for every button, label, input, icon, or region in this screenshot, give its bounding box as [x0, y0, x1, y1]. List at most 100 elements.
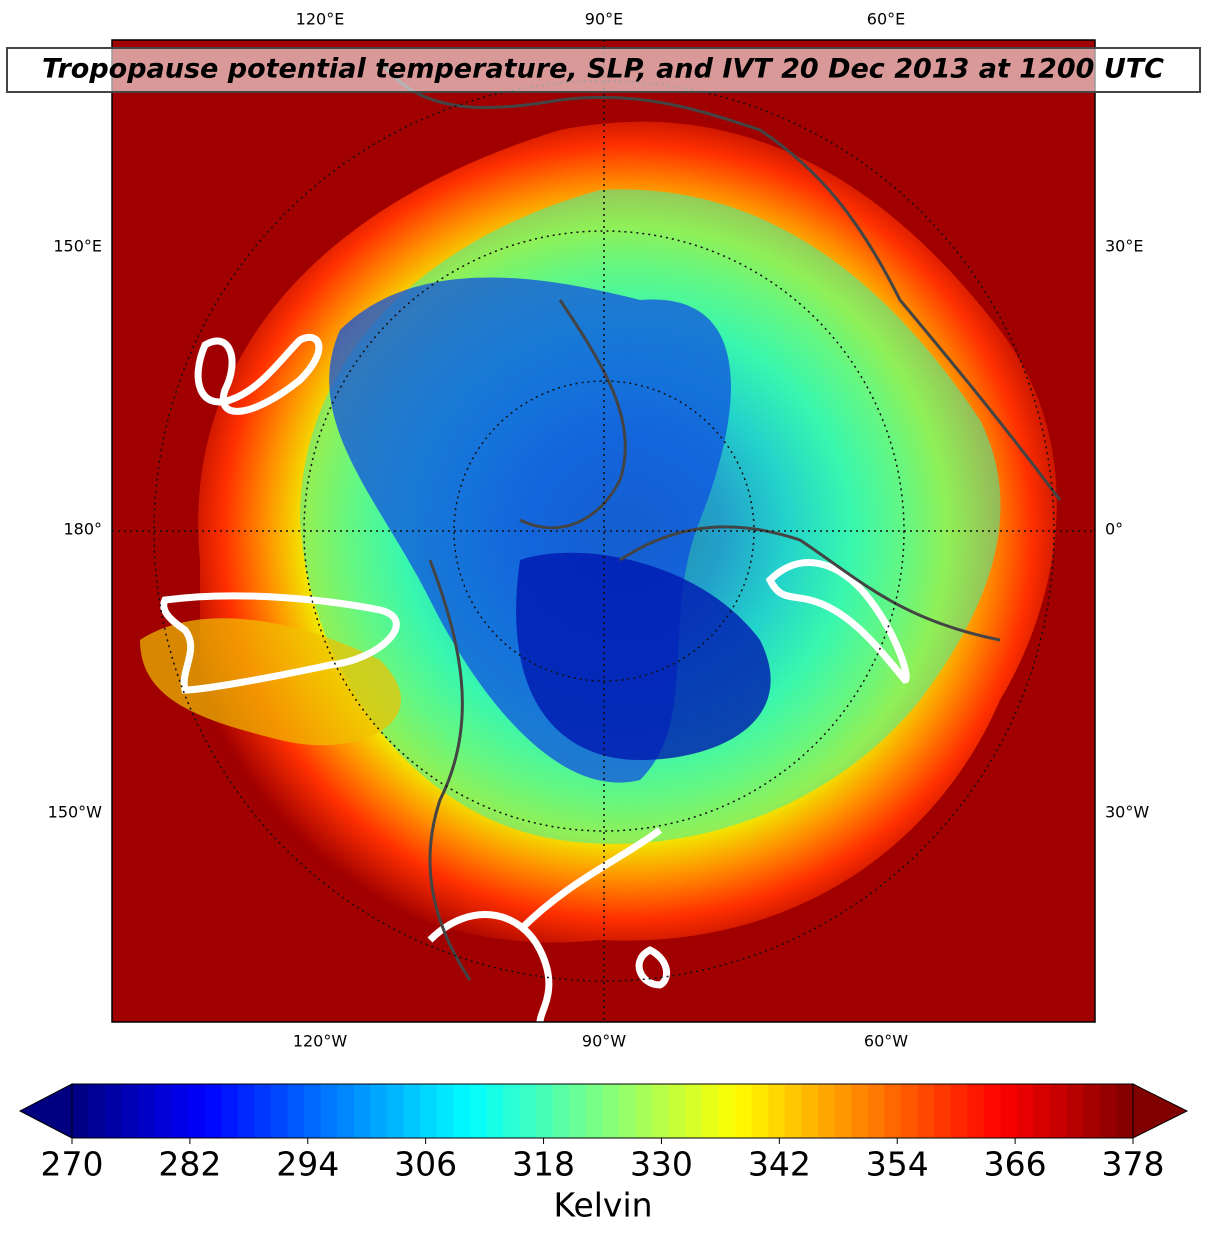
map-frame	[111, 39, 1096, 1023]
colorbar-tick-label: 270	[41, 1145, 104, 1184]
colorbar-extend-high	[1132, 1083, 1189, 1139]
colorbar-step	[154, 1084, 173, 1138]
lon-label: 90°W	[582, 1032, 626, 1051]
colorbar-step	[254, 1084, 272, 1138]
colorbar-step	[353, 1084, 372, 1138]
lon-label: 120°W	[293, 1032, 348, 1051]
colorbar-step	[204, 1084, 222, 1138]
lon-label: 60°E	[867, 10, 905, 29]
colorbar-step	[751, 1084, 769, 1138]
colorbar-tick-label: 366	[984, 1145, 1047, 1184]
colorbar-step	[652, 1084, 670, 1138]
colorbar-step	[1066, 1084, 1084, 1138]
lon-label: 90°E	[585, 10, 623, 29]
colorbar-step	[436, 1084, 454, 1138]
colorbar-step	[1050, 1084, 1068, 1138]
map-field	[112, 40, 1095, 1022]
cold-core-2	[516, 552, 771, 760]
lon-label: 60°W	[864, 1032, 908, 1051]
colorbar-step	[718, 1084, 736, 1138]
lon-label: 120°E	[296, 10, 345, 29]
colorbar-step	[851, 1084, 869, 1138]
colorbar-tick-label: 318	[512, 1145, 575, 1184]
colorbar-step	[801, 1084, 819, 1138]
colorbar-step	[453, 1084, 471, 1138]
colorbar-step	[1099, 1084, 1118, 1138]
colorbar-tick-label: 342	[748, 1145, 811, 1184]
colorbar-tick-label: 306	[394, 1145, 457, 1184]
colorbar-step	[1033, 1084, 1051, 1138]
colorbar-step	[72, 1084, 90, 1138]
colorbar-step	[287, 1084, 305, 1138]
colorbar-step	[983, 1084, 1001, 1138]
lon-label: 150°W	[48, 803, 103, 822]
colorbar-step	[685, 1084, 703, 1138]
colorbar-step	[552, 1084, 570, 1138]
colorbar: 270 282 294 306 318 330 342 354 366 378 Kelvin	[18, 1083, 1189, 1225]
colorbar-step	[138, 1084, 156, 1138]
colorbar-step	[635, 1084, 653, 1138]
colorbar-step	[735, 1084, 753, 1138]
colorbar-step	[585, 1084, 604, 1138]
colorbar-step	[188, 1084, 206, 1138]
colorbar-step	[950, 1084, 968, 1138]
coastlines	[378, 59, 1062, 981]
colorbar-step	[768, 1084, 786, 1138]
ivt-contours	[160, 333, 910, 1022]
lon-label: 180°	[63, 520, 102, 539]
colorbar-step	[917, 1084, 935, 1138]
colorbar-step	[337, 1084, 355, 1138]
colorbar-step	[105, 1084, 123, 1138]
colorbar-step	[121, 1084, 139, 1138]
colorbar-step	[420, 1084, 438, 1138]
colorbar-step	[320, 1084, 338, 1138]
colorbar-step	[88, 1084, 106, 1138]
colorbar-step	[403, 1084, 421, 1138]
colorbar-step	[602, 1084, 620, 1138]
colorbar-frame	[71, 1083, 1134, 1139]
colorbar-tick-label: 378	[1102, 1145, 1165, 1184]
colorbar-step	[818, 1084, 836, 1138]
colorbar-step	[1016, 1084, 1035, 1138]
colorbar-tick-label: 354	[866, 1145, 929, 1184]
warm-tongue	[140, 618, 401, 746]
colorbar-step	[503, 1084, 521, 1138]
graticule	[112, 40, 1095, 1022]
colorbar-label: Kelvin	[553, 1186, 652, 1225]
colorbar-step	[469, 1084, 488, 1138]
lon-label: 30°E	[1105, 237, 1143, 256]
colorbar-step	[536, 1084, 554, 1138]
lon-label: 0°	[1105, 520, 1123, 539]
lon-labels: 120°E 90°E 60°E 120°W 90°W 60°W 150°E 180° 150°W…	[48, 10, 1150, 1051]
colorbar-step	[884, 1084, 902, 1138]
colorbar-step	[237, 1084, 255, 1138]
lon-label: 30°W	[1105, 803, 1149, 822]
colorbar-step	[934, 1084, 952, 1138]
colorbar-step	[701, 1084, 720, 1138]
colorbar-step	[569, 1084, 587, 1138]
lon-label: 150°E	[53, 237, 102, 256]
colorbar-step	[221, 1084, 239, 1138]
colorbar-step	[784, 1084, 803, 1138]
colorbar-step	[867, 1084, 885, 1138]
colorbar-step	[619, 1084, 637, 1138]
colorbar-step	[834, 1084, 852, 1138]
title-box	[6, 47, 1201, 93]
colorbar-step	[900, 1084, 919, 1138]
colorbar-step	[370, 1084, 388, 1138]
colorbar-step	[270, 1084, 289, 1138]
colorbar-tick-label: 294	[276, 1145, 339, 1184]
colorbar-step	[304, 1084, 322, 1138]
colorbar-step	[967, 1084, 985, 1138]
colorbar-tick-label: 330	[630, 1145, 693, 1184]
colorbar-tick-label: 282	[158, 1145, 221, 1184]
colorbar-step	[1000, 1084, 1018, 1138]
colorbar-extend-low	[18, 1083, 73, 1139]
colorbar-step	[386, 1084, 405, 1138]
title: Tropopause potential temperature, SLP, a…	[42, 54, 1164, 85]
colorbar-step	[668, 1084, 686, 1138]
colorbar-step	[486, 1084, 504, 1138]
colorbar-step	[171, 1084, 189, 1138]
colorbar-step	[1116, 1084, 1134, 1138]
